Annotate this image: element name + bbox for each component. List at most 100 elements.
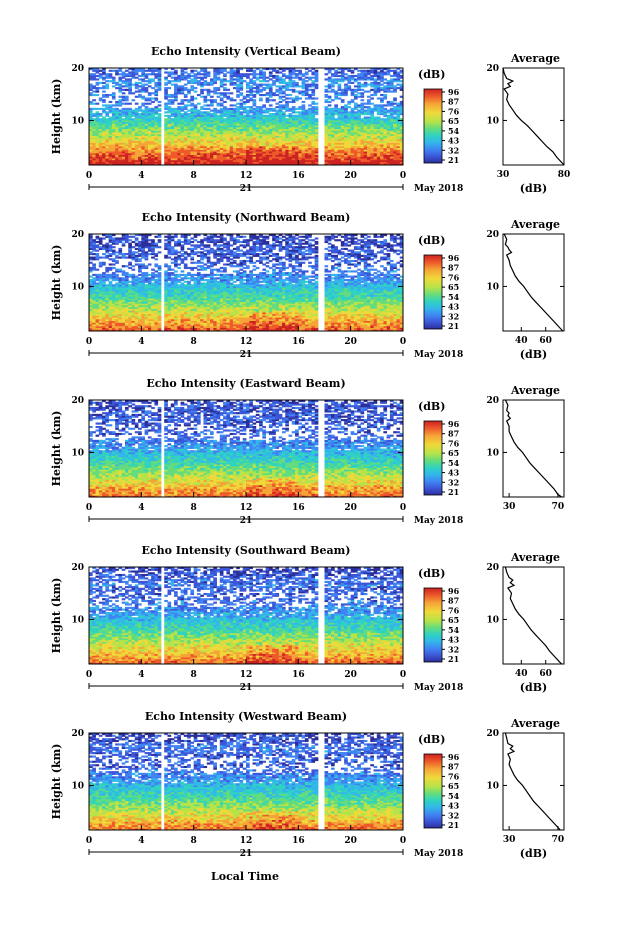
heatmap-cell (399, 137, 404, 140)
heatmap-cell (131, 152, 136, 156)
heatmap-cell (147, 139, 152, 142)
heatmap-cell (249, 106, 253, 109)
heatmap-cell (236, 68, 240, 71)
heatmap-cell (308, 139, 312, 142)
heatmap-cell (350, 135, 355, 138)
heatmap-cell (311, 126, 316, 130)
heatmap-cell (353, 158, 358, 161)
heatmap-cell (206, 128, 211, 131)
heatmap-cell (324, 116, 329, 119)
heatmap-cell (174, 90, 178, 93)
heatmap-cell (164, 92, 168, 95)
heatmap-cell (252, 118, 257, 121)
heatmap-cell (157, 118, 162, 121)
heatmap-cell (177, 88, 181, 91)
panel-title: Echo Intensity (Northward Beam) (142, 211, 351, 224)
heatmap-cell (281, 80, 286, 83)
heatmap-cell (353, 154, 358, 157)
heatmap-cell (141, 85, 145, 88)
heatmap-cell (262, 133, 267, 136)
heatmap-cell (226, 159, 231, 162)
heatmap-cell (134, 142, 139, 145)
heatmap-cell (108, 107, 113, 110)
heatmap-cell (89, 88, 93, 91)
heatmap-cell (350, 123, 355, 126)
heatmap-cell (89, 87, 93, 90)
heatmap-cell (370, 137, 374, 140)
heatmap-cell (141, 87, 145, 90)
heatmap-cell (118, 154, 123, 157)
heatmap-cell (108, 140, 113, 143)
heatmap-cell (298, 123, 302, 126)
heatmap-cell (164, 147, 168, 150)
heatmap-cell (147, 102, 152, 105)
heatmap-cell (249, 156, 253, 159)
heatmap-cell (115, 154, 119, 157)
heatmap-cell (360, 104, 365, 107)
heatmap-cell (353, 159, 358, 162)
heatmap-cell (213, 144, 217, 147)
heatmap-cell (141, 109, 145, 112)
heatmap-cell (141, 114, 145, 117)
heatmap-cell (144, 109, 149, 112)
heatmap-cell (210, 135, 214, 138)
heatmap-cell (285, 159, 289, 162)
heatmap-cell (174, 92, 178, 95)
heatmap-cell (89, 149, 93, 152)
heatmap-cell (373, 106, 378, 109)
heatmap-cell (151, 68, 155, 71)
heatmap-cell (174, 135, 178, 138)
heatmap-cell (193, 74, 198, 78)
heatmap-cell (170, 109, 175, 112)
heatmap-cell (177, 106, 181, 109)
heatmap-cell (105, 95, 110, 98)
heatmap-cell (393, 121, 397, 124)
heatmap-cell (291, 71, 296, 74)
heatmap-cell (102, 85, 106, 88)
heatmap-cell (249, 121, 253, 124)
heatmap-cell (308, 78, 312, 81)
heatmap-cell (102, 128, 106, 131)
heatmap-cell (118, 87, 123, 90)
heatmap-cell (177, 137, 181, 140)
heatmap-cell (370, 125, 374, 128)
heatmap-cell (396, 140, 401, 143)
heatmap-cell (102, 100, 106, 104)
heatmap-cell (102, 329, 106, 332)
heatmap-cell (229, 111, 234, 114)
heatmap-cell (389, 100, 394, 104)
heatmap-cell (396, 71, 401, 74)
heatmap-cell (357, 78, 361, 81)
heatmap-cell (216, 159, 221, 162)
heatmap-cell (170, 100, 175, 104)
heatmap-cell (278, 121, 283, 124)
heatmap-cell (301, 116, 306, 119)
heatmap-cell (314, 71, 319, 74)
heatmap-cell (324, 156, 329, 159)
heatmap-cell (324, 151, 329, 154)
heatmap-cell (203, 111, 208, 114)
heatmap-cell (304, 139, 309, 142)
heatmap-cell (232, 144, 237, 147)
heatmap-cell (360, 158, 365, 161)
heatmap-cell (219, 156, 224, 159)
heatmap-cell (344, 83, 348, 86)
heatmap-cell (98, 125, 103, 128)
heatmap-cell (164, 106, 168, 109)
heatmap-cell (383, 118, 388, 121)
heatmap-cell (167, 80, 172, 83)
heatmap-cell (337, 135, 342, 138)
heatmap-cell (357, 119, 361, 123)
heatmap-cell (92, 76, 96, 79)
heatmap-cell (268, 161, 273, 164)
heatmap-cell (383, 158, 388, 161)
heatmap-cell (386, 71, 391, 74)
heatmap-cell (124, 145, 129, 149)
heatmap-cell (255, 78, 260, 81)
heatmap-cell (340, 116, 345, 119)
heatmap-cell (246, 329, 250, 332)
heatmap-cell (147, 68, 152, 71)
heatmap-cell (121, 163, 126, 166)
heatmap-cell (154, 140, 159, 143)
heatmap-cell (331, 329, 335, 332)
